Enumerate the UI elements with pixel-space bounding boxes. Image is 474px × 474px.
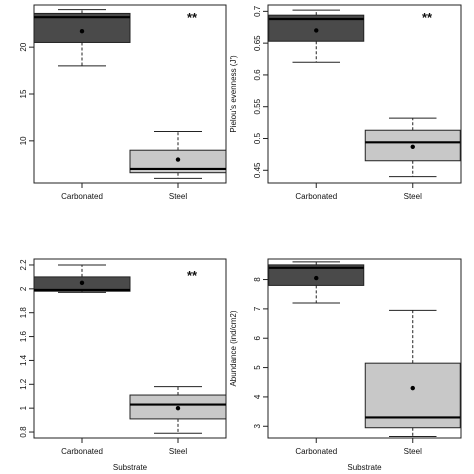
- mean-point: [410, 144, 415, 149]
- x-tick-label: Carbonated: [295, 192, 337, 201]
- mean-point: [79, 29, 85, 34]
- mean-point: [79, 280, 85, 286]
- y-tick-label: 0.5: [253, 132, 262, 144]
- y-axis-label: Abundance (ind/cm2): [229, 310, 238, 386]
- x-tick-label: Steel: [169, 447, 187, 456]
- box-carbonated: [268, 9, 365, 63]
- y-tick-label: 1: [19, 405, 28, 410]
- box-steel: [129, 386, 227, 434]
- y-tick-label: 0.65: [253, 35, 262, 51]
- y-tick-label: 20: [19, 42, 28, 51]
- iqr-box: [268, 264, 365, 286]
- x-tick-label: Steel: [404, 192, 422, 201]
- box-steel: [129, 130, 227, 179]
- y-tick-label: 4: [253, 394, 262, 399]
- y-tick-label: 0.55: [253, 98, 262, 114]
- mean-point: [314, 28, 319, 33]
- box-carbonated: [33, 264, 131, 293]
- plot-frame: [267, 4, 462, 184]
- box-steel: [364, 117, 461, 178]
- y-tick-label: 5: [253, 365, 262, 370]
- y-tick-label: 10: [19, 136, 28, 145]
- x-axis-label: Substrate: [347, 463, 382, 472]
- significance-annotation: **: [187, 268, 198, 283]
- mean-point: [410, 385, 415, 391]
- y-tick-label: 7: [253, 306, 262, 311]
- panel-3: 0.8 1 1.2 1.4 1.6 1.8 2 2.2 Carbonated Steel ** Sub…: [19, 258, 227, 472]
- y-tick-label: 1.8: [19, 307, 28, 319]
- plot-frame: [267, 258, 462, 439]
- significance-annotation: **: [422, 10, 433, 25]
- y-tick-label: 1.6: [19, 330, 28, 342]
- y-tick-label: 0.7: [253, 5, 262, 17]
- panel-2: 0.45 0.5 0.55 0.6 0.65 0.7 Pielou's evenness (…: [229, 4, 462, 201]
- x-axis-label: Substrate: [113, 463, 148, 472]
- mean-point: [175, 405, 181, 411]
- x-tick-label: Carbonated: [61, 447, 103, 456]
- plot-frame: [33, 258, 227, 439]
- y-tick-label: 3: [253, 423, 262, 428]
- y-axis-label: Pielou's evenness (J'): [229, 55, 238, 133]
- x-tick-label: Carbonated: [61, 192, 103, 201]
- significance-annotation: **: [187, 10, 198, 25]
- mean-point: [314, 275, 319, 281]
- y-tick-label: 1.2: [19, 378, 28, 390]
- y-tick-label: 15: [19, 89, 28, 98]
- x-tick-label: Steel: [169, 192, 187, 201]
- x-tick-label: Steel: [404, 447, 422, 456]
- box-carbonated: [268, 261, 365, 304]
- panel-1: 10 15 20 Carbonated Steel **: [19, 4, 227, 201]
- y-tick-label: 1.4: [19, 354, 28, 366]
- y-tick-label: 2.2: [19, 259, 28, 271]
- y-tick-label: 8: [253, 277, 262, 282]
- box-steel: [364, 309, 461, 438]
- y-tick-label: 0.6: [253, 69, 262, 81]
- y-tick-label: 0.8: [19, 426, 28, 438]
- y-tick-label: 6: [253, 335, 262, 340]
- y-tick-label: 2: [19, 286, 28, 291]
- box-carbonated: [33, 9, 131, 67]
- x-tick-label: Carbonated: [295, 447, 337, 456]
- panel-4: 3 4 5 6 7 8 Abundance (ind/cm2) Carbonated Steel…: [229, 258, 462, 472]
- mean-point: [175, 157, 181, 162]
- y-tick-label: 0.45: [253, 162, 262, 178]
